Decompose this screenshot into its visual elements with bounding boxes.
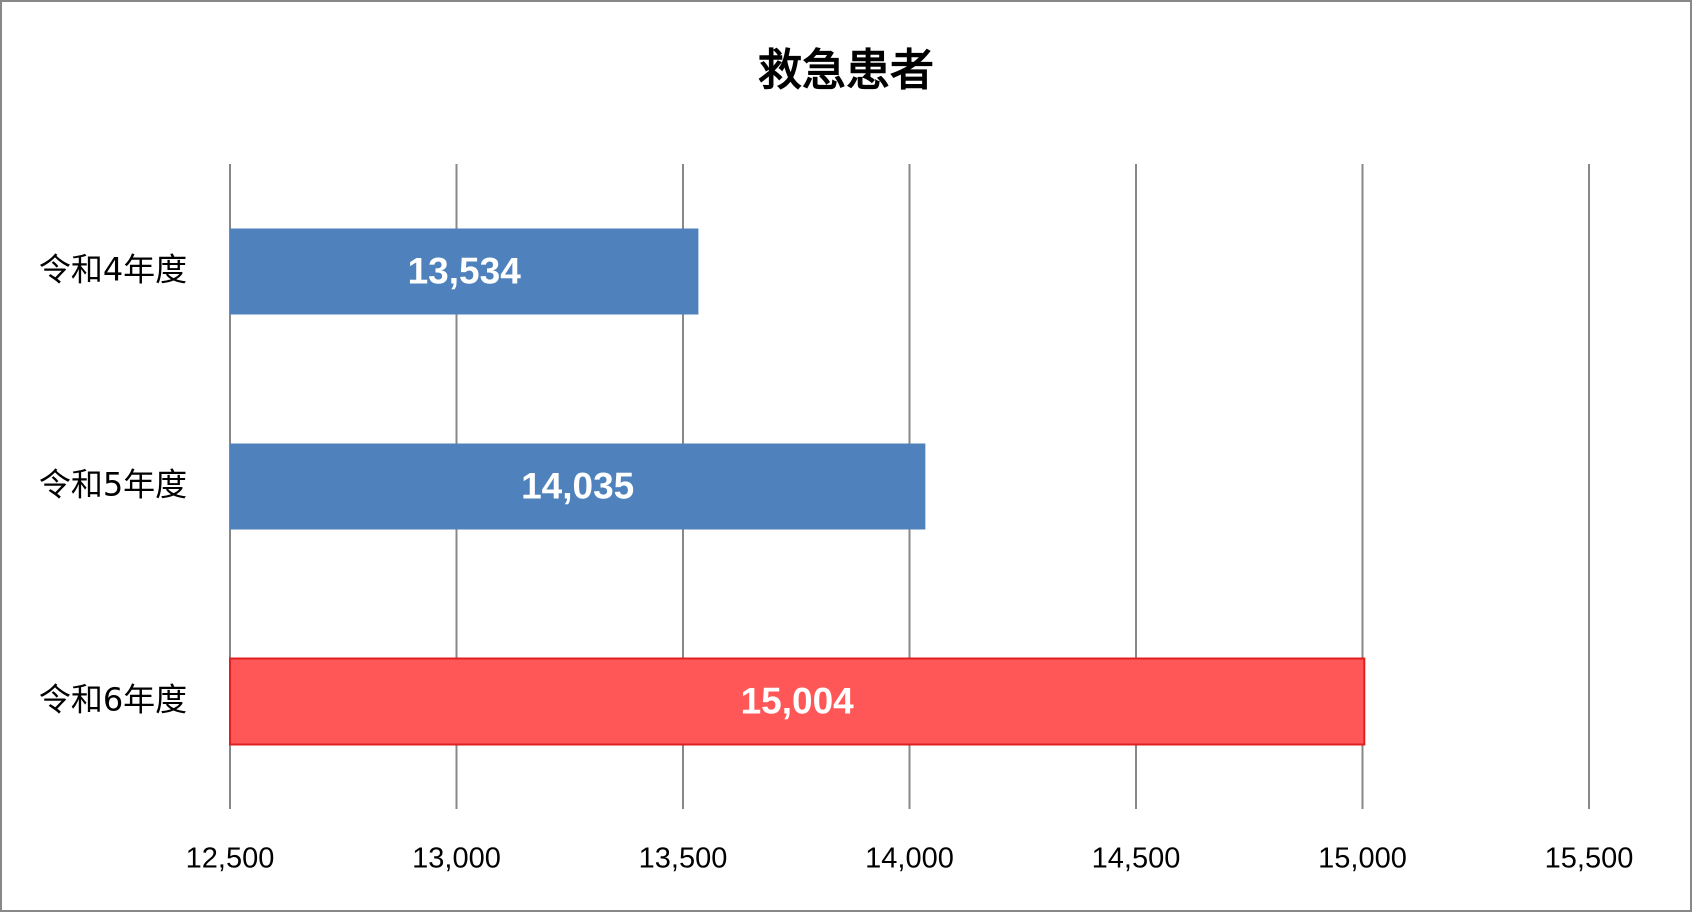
value-label: 14,035	[521, 465, 634, 506]
x-tick-label: 14,500	[1092, 843, 1181, 875]
y-tick-label: 令和4年度	[39, 251, 187, 289]
value-label: 15,004	[741, 680, 855, 721]
x-tick-label: 13,000	[412, 843, 501, 875]
bar	[230, 228, 699, 315]
x-tick-label: 15,000	[1318, 843, 1407, 875]
x-tick-label: 13,500	[639, 843, 728, 875]
y-tick-label: 令和6年度	[39, 681, 187, 719]
x-tick-label: 15,500	[1545, 843, 1634, 875]
chart-title: 救急患者	[758, 45, 934, 96]
x-tick-label: 14,000	[865, 843, 954, 875]
bar	[230, 443, 926, 530]
y-tick-label: 令和5年度	[39, 466, 187, 504]
value-label: 13,534	[408, 250, 522, 291]
x-tick-label: 12,500	[186, 843, 275, 875]
bar	[229, 657, 1366, 746]
